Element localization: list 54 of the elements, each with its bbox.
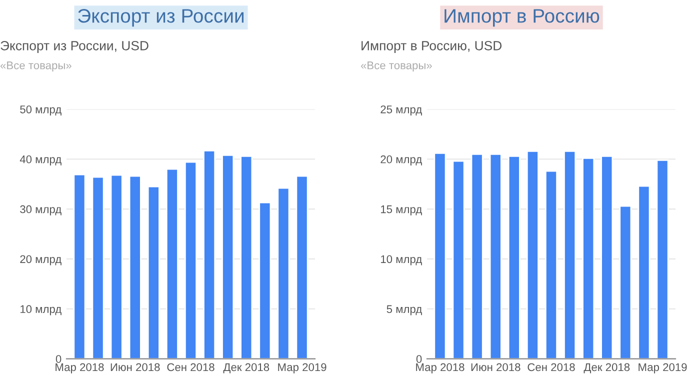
- x-tick-label: Июн 2018: [471, 363, 520, 372]
- bar: [600, 155, 614, 359]
- bar: [128, 175, 142, 359]
- chart-subtitle: Импорт в Россию, USD: [362, 41, 502, 53]
- bar: [470, 153, 484, 359]
- bar: [184, 161, 198, 359]
- x-tick-label: Сен 2018: [528, 363, 575, 372]
- bar: [222, 154, 234, 359]
- y-tick-label: 20 млрд: [20, 255, 62, 266]
- y-tick-label: 15 млрд: [381, 205, 422, 216]
- bar: [564, 150, 576, 359]
- bar: [166, 168, 178, 359]
- bar: [296, 175, 308, 359]
- x-tick-label: Мар 2019: [278, 363, 326, 374]
- bar: [656, 159, 669, 359]
- bar: [638, 185, 650, 359]
- text: «Все товары»: [360, 62, 432, 72]
- bar: [508, 155, 520, 359]
- bar: [240, 155, 253, 359]
- y-tick-label: 0: [56, 355, 62, 363]
- bar: [619, 205, 632, 359]
- bar: [582, 157, 595, 359]
- y-tick-label: 0: [416, 355, 422, 363]
- x-tick-label: Мар 2018: [416, 363, 464, 374]
- y-tick-label: 40 млрд: [20, 155, 62, 166]
- text: «Все товары»: [0, 62, 72, 72]
- x-tick-label: Июн 2018: [110, 363, 160, 372]
- x-tick-label: Дек 2018: [584, 363, 630, 374]
- bar: [489, 153, 502, 359]
- bar: [147, 186, 160, 359]
- bar: [110, 174, 123, 359]
- y-tick-label: 25 млрд: [380, 105, 422, 116]
- bar: [203, 150, 216, 359]
- chart-title: Импорт в Россию: [444, 9, 600, 27]
- chart-title: Экспорт из России: [78, 9, 244, 27]
- bar: [73, 174, 86, 359]
- y-tick-label: 5 млрд: [386, 305, 422, 316]
- chart-subtitle: Экспорт из России, USD: [0, 41, 148, 53]
- y-tick-label: 10 млрд: [20, 305, 62, 316]
- bar: [92, 176, 104, 359]
- y-tick-label: 50 млрд: [20, 105, 62, 116]
- x-tick-label: Мар 2018: [56, 363, 104, 374]
- bar: [434, 152, 446, 359]
- bar: [277, 187, 290, 359]
- y-tick-label: 20 млрд: [380, 155, 422, 166]
- bar: [544, 170, 558, 359]
- bar: [452, 160, 465, 359]
- x-tick-label: Мар 2019: [638, 363, 687, 374]
- x-tick-label: Сен 2018: [167, 363, 214, 372]
- y-tick-label: 30 млрд: [20, 205, 62, 216]
- x-tick-label: Дек 2018: [223, 363, 270, 374]
- bar: [526, 150, 539, 359]
- bar: [258, 202, 272, 359]
- y-tick-label: 10 млрд: [381, 255, 422, 266]
